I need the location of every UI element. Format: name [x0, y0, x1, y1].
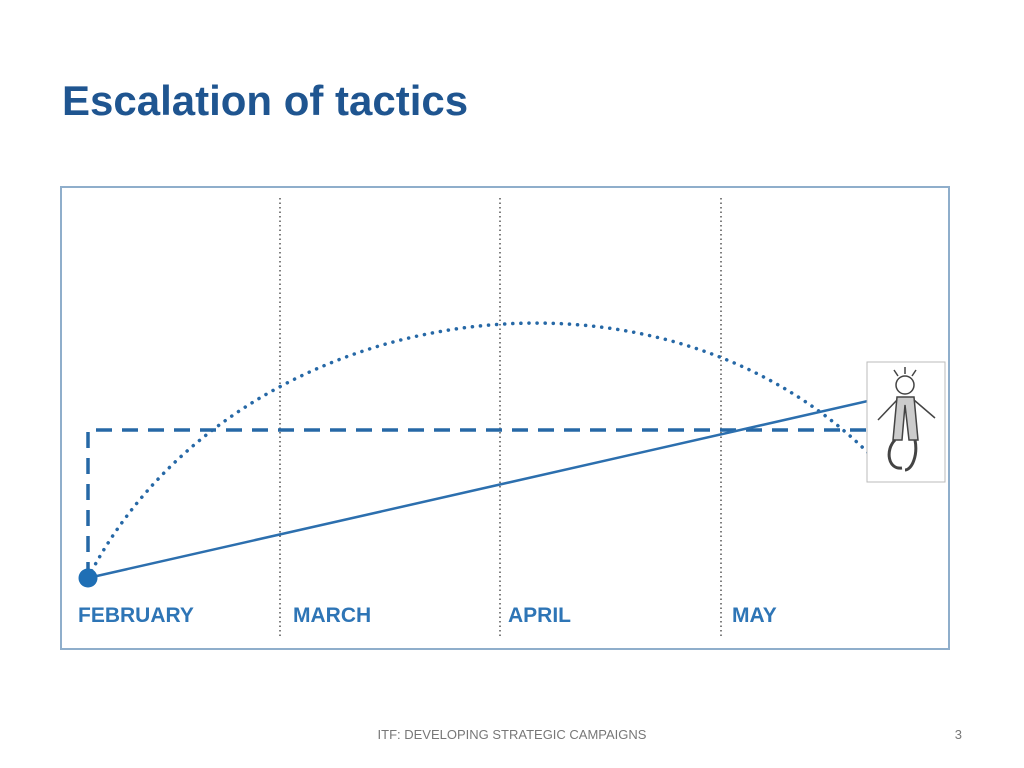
month-label: APRIL	[508, 604, 571, 627]
start-dot	[78, 568, 98, 588]
month-label: MAY	[732, 604, 777, 627]
figure-drawing	[877, 367, 936, 472]
solid-line	[87, 394, 891, 580]
month-dividers	[279, 198, 722, 636]
diagram: FEBRUARY MARCH APRIL MAY	[60, 186, 950, 650]
page-number: 3	[955, 727, 962, 742]
month-label: FEBRUARY	[78, 604, 194, 627]
month-label: MARCH	[293, 604, 371, 627]
slide-title: Escalation of tactics	[62, 77, 468, 124]
figure-frame	[866, 361, 946, 483]
dashed-path	[86, 428, 942, 578]
footer-text: ITF: DEVELOPING STRATEGIC CAMPAIGNS	[378, 727, 647, 742]
cartoon-figure	[866, 361, 946, 483]
diagram-frame	[60, 186, 950, 650]
dotted-curve	[86, 321, 882, 580]
